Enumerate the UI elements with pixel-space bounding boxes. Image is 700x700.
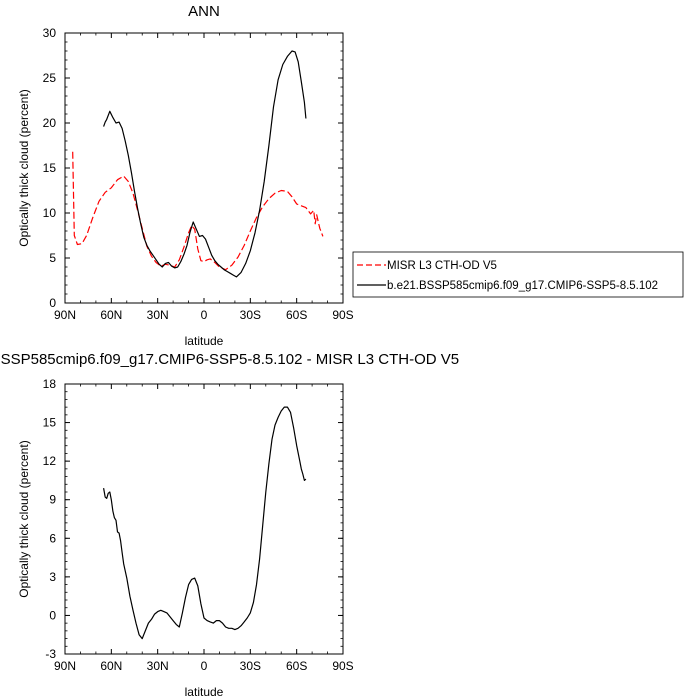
x-axis-label: latitude [185,685,224,699]
x-tick-label: 30S [240,659,261,673]
y-tick-label: 15 [43,416,57,430]
chart-title: ANN [188,3,220,20]
y-tick-label: 15 [43,161,57,175]
x-tick-label: 30N [147,659,169,673]
tick-marks [64,32,344,304]
x-tick-label: 90N [54,308,76,322]
tick-marks [64,383,344,655]
x-axis-label: latitude [185,334,224,348]
y-tick-label: 12 [43,454,57,468]
y-tick-labels: 0 5 10 15 20 25 30 [43,26,57,310]
y-axis-label: Optically thick cloud (percent) [17,89,31,246]
y-tick-label: 10 [43,206,57,220]
y-tick-label: 25 [43,71,57,85]
plot-frame [64,32,344,304]
x-tick-labels: 90N 60N 30N 0 30S 60S 90S [54,308,354,322]
x-tick-label: 60S [286,308,307,322]
y-tick-label: 6 [49,531,56,545]
y-tick-label: 18 [43,377,57,391]
x-tick-label: 90S [332,659,353,673]
y-tick-label: 3 [49,570,56,584]
y-axis-label: Optically thick cloud (percent) [17,440,31,597]
plot-frame [64,383,344,655]
legend-box [352,251,684,298]
x-tick-label: 30S [240,308,261,322]
annual-mean-panel: ANN 0 5 10 15 20 25 30 90N 60N 30N 0 30S 60S 90S lat… [17,3,684,348]
legend-entry-misr: MISR L3 CTH-OD V5 [387,260,497,272]
y-tick-label: 0 [49,608,56,622]
y-tick-label: 20 [43,116,57,130]
x-tick-label: 60S [286,659,307,673]
y-tick-label: 30 [43,26,57,40]
x-tick-label: 90S [332,308,353,322]
series-line-0 [103,406,307,640]
y-tick-label: 5 [49,251,56,265]
series-line-1 [103,50,307,278]
x-tick-label: 60N [100,659,122,673]
series-lines [72,50,324,278]
y-tick-label: 9 [49,493,56,507]
chart-title: b.e21.BSSP585cmip6.f09_g17.CMIP6-SSP5-8.… [0,351,459,368]
series-line-0 [72,151,324,271]
y-tick-label: 0 [49,296,56,310]
difference-panel: b.e21.BSSP585cmip6.f09_g17.CMIP6-SSP5-8.… [0,351,459,699]
series-lines [103,406,307,640]
y-tick-label: -3 [45,647,56,661]
x-tick-label: 60N [100,308,122,322]
x-tick-labels: 90N 60N 30N 0 30S 60S 90S [54,659,354,673]
x-tick-label: 0 [201,308,208,322]
x-tick-label: 30N [147,308,169,322]
x-tick-label: 0 [201,659,208,673]
y-tick-labels: -3 0 3 6 9 12 15 18 [43,377,57,661]
legend: MISR L3 CTH-OD V5 b.e21.BSSP585cmip6.f09… [352,251,684,298]
x-tick-label: 90N [54,659,76,673]
legend-entry-model: b.e21.BSSP585cmip6.f09_g17.CMIP6-SSP5-8.… [387,280,658,292]
